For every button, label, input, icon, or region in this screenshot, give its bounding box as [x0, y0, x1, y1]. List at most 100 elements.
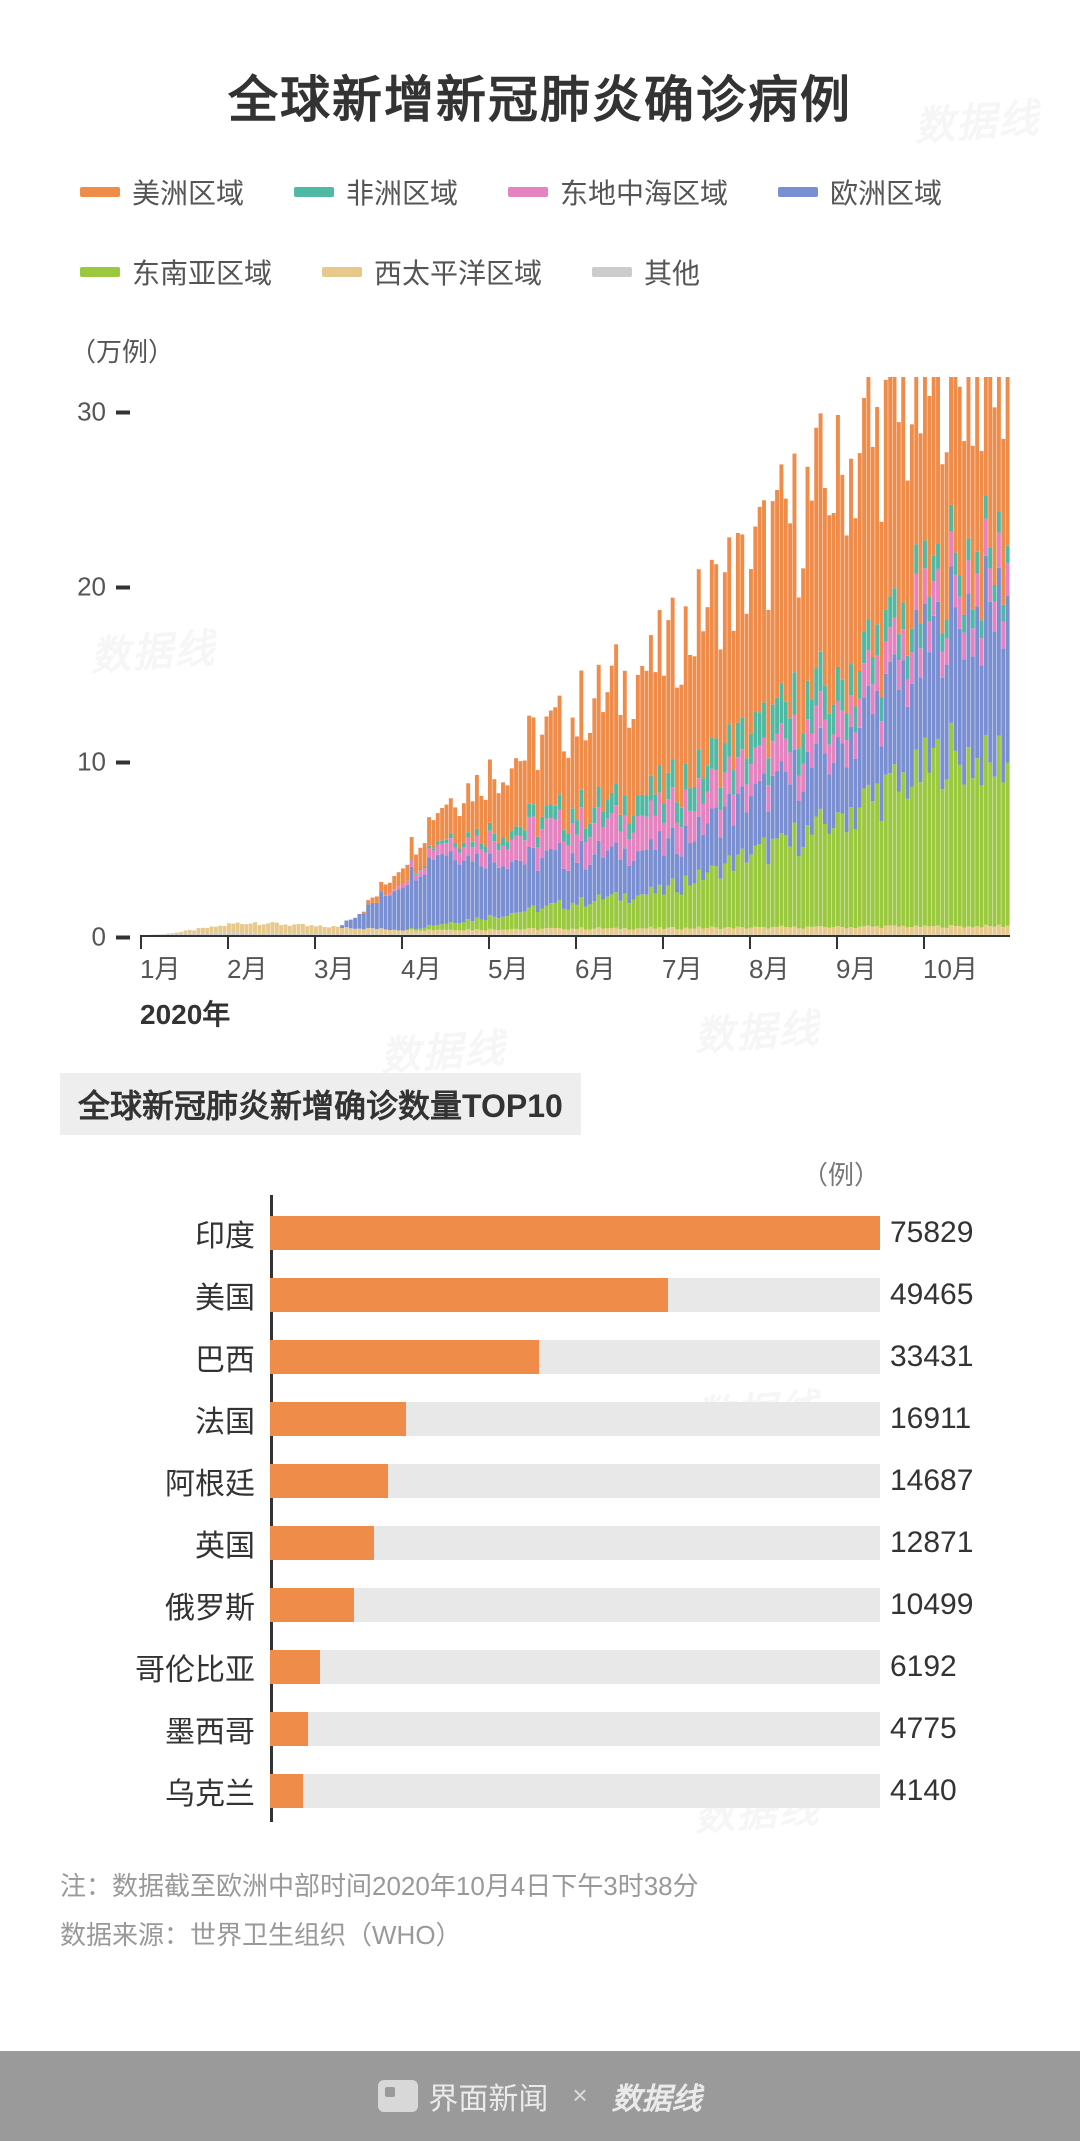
stacked-bar-segment [184, 930, 188, 933]
stacked-bar-segment [993, 407, 997, 585]
stacked-bar-segment [488, 831, 492, 854]
stacked-bar-segment [893, 588, 897, 617]
stacked-bar-segment [745, 863, 749, 929]
stacked-bar-segment [497, 930, 501, 934]
stacked-bar-segment [832, 927, 836, 934]
stacked-bar-segment [710, 560, 714, 737]
stacked-bar-segment [806, 681, 810, 720]
stacked-bar-segment [714, 807, 718, 866]
stacked-bar-segment [640, 816, 644, 851]
stacked-bar-segment [875, 407, 879, 624]
stacked-bar-segment [475, 918, 479, 929]
stacked-bar-segment [627, 728, 631, 824]
stacked-bar-segment [431, 851, 435, 860]
legend-item: 欧洲区域 [778, 172, 942, 212]
stacked-bar-segment [427, 929, 431, 934]
stacked-bar-segment [666, 773, 670, 799]
stacked-bar-segment [445, 805, 449, 840]
stacked-bar-segment [645, 928, 649, 934]
stacked-bar-segment [692, 656, 696, 787]
stacked-bar-segment [914, 574, 918, 610]
top10-label: 乌克兰 [60, 1769, 255, 1813]
top10-value: 49465 [890, 1278, 1020, 1312]
stacked-bar-segment [549, 928, 553, 934]
stacked-bar-segment [436, 813, 440, 841]
stacked-bar-segment [984, 519, 988, 556]
stacked-bar-segment [558, 843, 562, 900]
stacked-bar-segment [810, 927, 814, 935]
stacked-bar-segment [814, 816, 818, 926]
stacked-bar-segment [162, 934, 166, 935]
stacked-bar-segment [523, 929, 527, 934]
stacked-bar-segment [923, 603, 927, 737]
stacked-bar-segment [710, 934, 714, 935]
stacked-bar-segment [719, 837, 723, 878]
stacked-bar-segment [962, 785, 966, 928]
stacked-bar-segment [753, 712, 757, 748]
stacked-bar-segment [684, 825, 688, 875]
stacked-bar-segment [853, 518, 857, 706]
stacked-bar-segment [392, 934, 396, 935]
stacked-bar-segment [571, 718, 575, 809]
stacked-bar-segment [536, 770, 540, 837]
stacked-bar-segment [492, 841, 496, 862]
stacked-bar-segment [706, 928, 710, 934]
stacked-bar-segment [875, 784, 879, 927]
stacked-bar-segment [675, 688, 679, 803]
stacked-bar-segment [823, 488, 827, 686]
stacked-bar-segment [205, 928, 209, 933]
stacked-bar-segment [801, 847, 805, 929]
stacked-bar-segment [244, 933, 248, 935]
stacked-bar-segment [662, 895, 666, 929]
stacked-bar-segment [701, 778, 705, 804]
stacked-bar-segment [801, 929, 805, 935]
stacked-bar-segment [684, 764, 688, 790]
stacked-bar-segment [510, 934, 514, 935]
top10-bar [270, 1526, 374, 1560]
stacked-bar-segment [192, 934, 196, 935]
stacked-bar-segment [449, 930, 453, 935]
stacked-bar-segment [327, 927, 331, 934]
stacked-bar-segment [927, 396, 931, 597]
stacked-bar-segment [932, 555, 936, 581]
stacked-bar-segment [884, 674, 888, 775]
stacked-bar-segment [784, 739, 788, 772]
stacked-bar-segment [653, 893, 657, 928]
stacked-bar-segment [840, 743, 844, 814]
stacked-bar-segment [888, 596, 892, 627]
stacked-bar-segment [836, 812, 840, 926]
stacked-bar-segment [897, 792, 901, 927]
stacked-bar-segment [610, 666, 614, 793]
stacked-bar-segment [840, 680, 844, 711]
stacked-bar-segment [910, 927, 914, 935]
stacked-bar-segment [479, 934, 483, 935]
stacked-bar-segment [901, 629, 905, 660]
stacked-bar-segment [588, 929, 592, 934]
stacked-bar-segment [405, 885, 409, 930]
stacked-bar-segment [314, 926, 318, 934]
stacked-bar-segment [993, 777, 997, 927]
stacked-bar-segment [210, 933, 214, 935]
stacked-bar-segment [875, 624, 879, 655]
top10-track [270, 1774, 880, 1808]
stacked-bar-segment [945, 452, 949, 619]
legend-swatch [592, 267, 632, 277]
stacked-bar-segment [440, 934, 444, 935]
stacked-bar-segment [371, 898, 375, 903]
stacked-bar-segment [536, 912, 540, 930]
stacked-bar-segment [771, 934, 775, 935]
stacked-bar-segment [762, 738, 766, 774]
stacked-bar-segment [636, 796, 640, 817]
stacked-bar-segment [431, 820, 435, 848]
stacked-bar-segment [523, 830, 527, 840]
stacked-bar-segment [927, 926, 931, 934]
stacked-bar-segment [440, 808, 444, 841]
stacked-bar-segment [636, 851, 640, 895]
stacked-bar-segment [906, 799, 910, 928]
stacked-bar-segment [788, 784, 792, 846]
stacked-bar-segment [949, 723, 953, 925]
stacked-bar-segment [484, 868, 488, 920]
stacked-bar-segment [723, 807, 727, 864]
stacked-bar-segment [414, 931, 418, 934]
stacked-bar-segment [527, 908, 531, 929]
